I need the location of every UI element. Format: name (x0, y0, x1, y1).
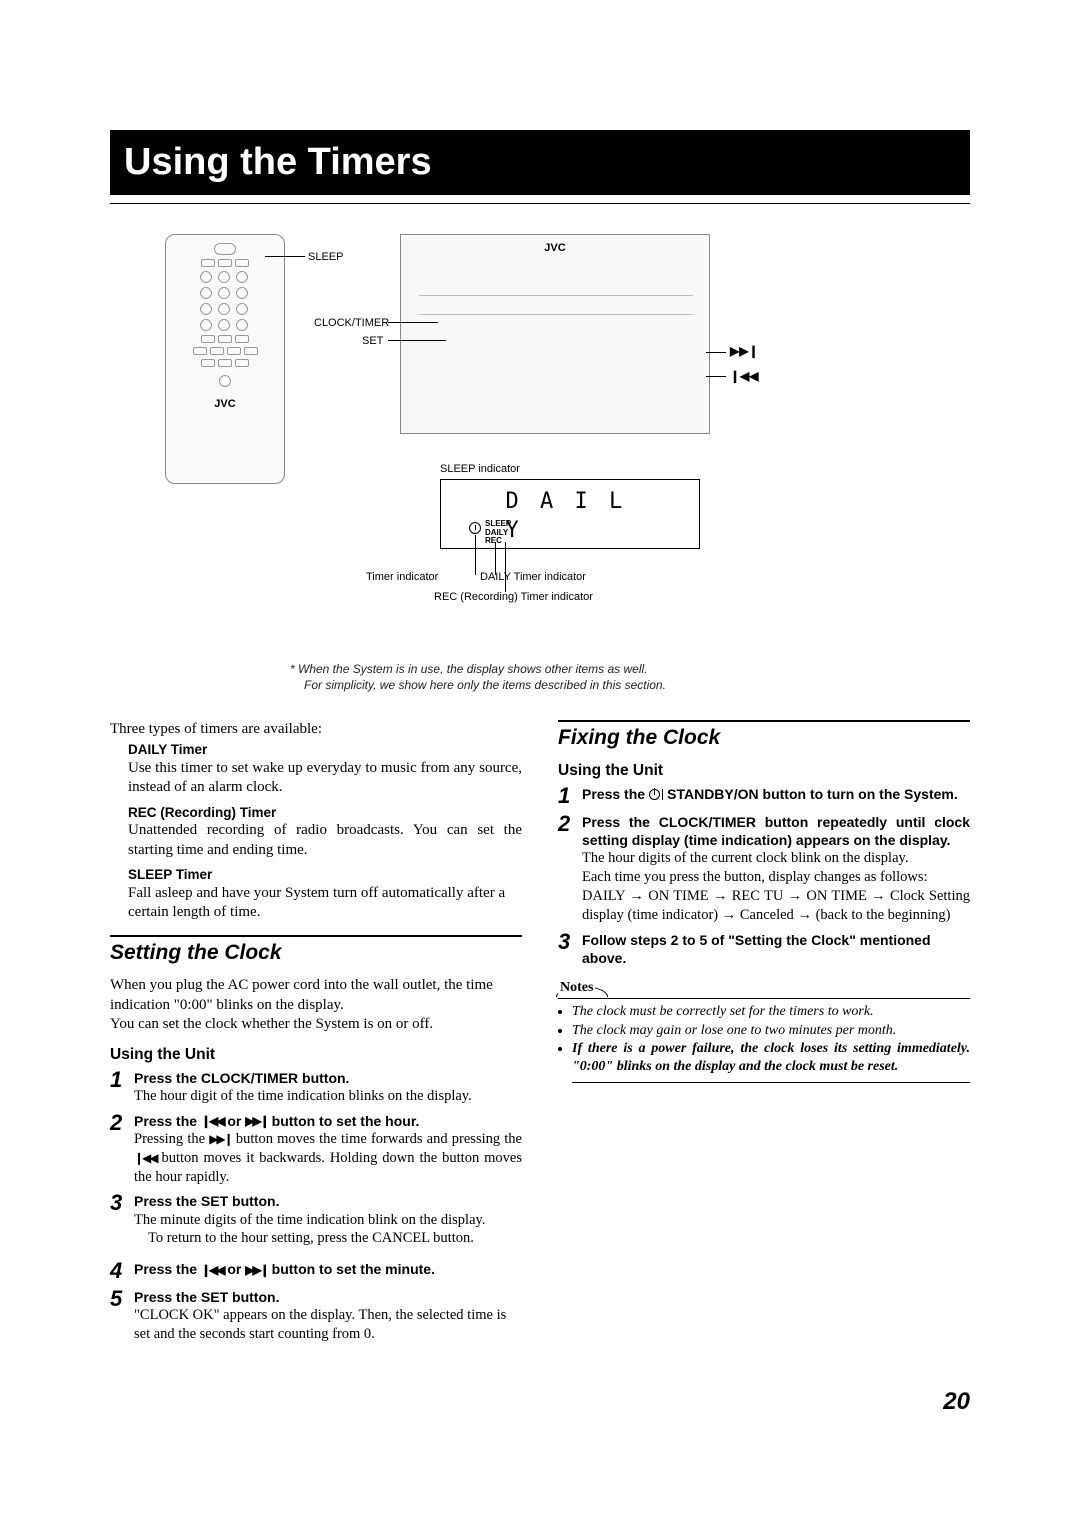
step-item: 2 Press the ❙◀◀ or ▶▶❙ button to set the… (110, 1112, 522, 1187)
step-item: 3 Press the SET button. The minute digit… (110, 1192, 522, 1254)
label-daily-ind: DAILY Timer indicator (480, 570, 586, 584)
fixing-steps: 1 Press the STANDBY/ON button to turn on… (558, 785, 970, 967)
label-rec-ind: REC (Recording) Timer indicator (434, 590, 593, 604)
notes-heading: Notes (558, 979, 970, 999)
setting-steps: 1 Press the CLOCK/TIMER button. The hour… (110, 1069, 522, 1345)
label-sleep: SLEEP (308, 250, 343, 264)
label-timer-ind: Timer indicator (366, 570, 438, 584)
note-item: The clock must be correctly set for the … (572, 1003, 970, 1021)
ffwd-icon: ▶▶❙ (245, 1114, 268, 1130)
left-column: Three types of timers are available: DAI… (110, 720, 522, 1351)
right-column: Fixing the Clock Using the Unit 1 Press … (558, 720, 970, 1351)
diagram-caption: * When the System is in use, the display… (290, 662, 970, 693)
step-title: Follow steps 2 to 5 of "Setting the Cloc… (582, 931, 970, 967)
label-clocktimer: CLOCK/TIMER (314, 316, 389, 330)
timers-intro: Three types of timers are available: (110, 720, 522, 740)
page-number: 20 (110, 1386, 970, 1417)
step-item: 1 Press the CLOCK/TIMER button. The hour… (110, 1069, 522, 1106)
display-text: D A I L Y (506, 488, 635, 545)
step-item: 2 Press the CLOCK/TIMER button repeatedl… (558, 813, 970, 925)
step-number: 1 (558, 785, 582, 807)
note-item: If there is a power failure, the clock l… (572, 1040, 970, 1076)
diagram-area: JVC JVC SLEEP CLOCK/TIMER SET ▶▶❙ ❙◀◀ SL… (110, 234, 970, 654)
notes-list: The clock must be correctly set for the … (572, 999, 970, 1083)
step-title: Press the STANDBY/ON button to turn on t… (582, 785, 970, 803)
step-desc: The minute digits of the time indication… (134, 1211, 522, 1249)
timer-name: DAILY Timer (128, 741, 522, 759)
step-item: 5 Press the SET button. "CLOCK OK" appea… (110, 1288, 522, 1344)
step-title: Press the ❙◀◀ or ▶▶❙ button to set the m… (134, 1260, 522, 1278)
step-number: 4 (110, 1260, 134, 1282)
step-number: 1 (110, 1069, 134, 1106)
step-title: Press the SET button. (134, 1192, 522, 1210)
timer-name: SLEEP Timer (128, 866, 522, 884)
step-title: Press the CLOCK/TIMER button repeatedly … (582, 813, 970, 849)
rwd-icon: ❙◀◀ (134, 1151, 157, 1167)
timer-desc: Fall asleep and have your System turn of… (128, 884, 522, 923)
fixing-heading: Fixing the Clock (558, 720, 970, 751)
step-item: 3 Follow steps 2 to 5 of "Setting the Cl… (558, 931, 970, 967)
ffwd-icon: ▶▶❙ (730, 344, 759, 360)
power-icon (649, 789, 660, 800)
jvc-logo: JVC (214, 397, 235, 411)
note-item: The clock may gain or lose one to two mi… (572, 1022, 970, 1040)
step-number: 3 (110, 1192, 134, 1254)
ffwd-icon: ▶▶❙ (245, 1263, 268, 1279)
step-title: Press the ❙◀◀ or ▶▶❙ button to set the h… (134, 1112, 522, 1130)
step-title: Press the SET button. (134, 1288, 522, 1306)
content-columns: Three types of timers are available: DAI… (110, 720, 970, 1351)
step-desc: The hour digit of the time indication bl… (134, 1087, 522, 1106)
timer-desc: Use this timer to set wake up everyday t… (128, 759, 522, 798)
step-number: 5 (110, 1288, 134, 1344)
step-item: 4 Press the ❙◀◀ or ▶▶❙ button to set the… (110, 1260, 522, 1282)
label-sleep-ind: SLEEP indicator (440, 462, 520, 476)
caption-line: * When the System is in use, the display… (290, 662, 970, 678)
caption-line: For simplicity, we show here only the it… (304, 678, 970, 694)
ffwd-icon: ▶▶❙ (209, 1132, 232, 1148)
page-title-bar: Using the Timers (110, 130, 970, 195)
title-underline (110, 203, 970, 204)
step-title: Press the CLOCK/TIMER button. (134, 1069, 522, 1087)
step-number: 2 (110, 1112, 134, 1187)
display-box: D A I L Y SLEEP DAILY REC (440, 479, 700, 549)
timer-desc: Unattended recording of radio broadcasts… (128, 821, 522, 860)
step-number: 2 (558, 813, 582, 925)
step-desc: "CLOCK OK" appears on the display. Then,… (134, 1306, 522, 1344)
timer-name: REC (Recording) Timer (128, 804, 522, 822)
setting-sub: Using the Unit (110, 1045, 522, 1065)
rwd-icon: ❙◀◀ (201, 1263, 224, 1279)
rwd-icon: ❙◀◀ (730, 369, 759, 385)
step-desc: The hour digits of the current clock bli… (582, 849, 970, 924)
label-set: SET (362, 334, 383, 348)
display-badge: SLEEP DAILY REC (485, 520, 511, 545)
timers-list: DAILY Timer Use this timer to set wake u… (128, 741, 522, 923)
step-item: 1 Press the STANDBY/ON button to turn on… (558, 785, 970, 807)
fixing-sub: Using the Unit (558, 761, 970, 781)
jvc-logo: JVC (544, 241, 565, 255)
setting-heading: Setting the Clock (110, 935, 522, 966)
setting-intro: When you plug the AC power cord into the… (110, 976, 522, 1035)
step-number: 3 (558, 931, 582, 967)
unit-illustration: JVC (400, 234, 710, 434)
remote-illustration: JVC (165, 234, 285, 484)
rwd-icon: ❙◀◀ (201, 1114, 224, 1130)
page-title: Using the Timers (124, 138, 956, 187)
step-bullet: To return to the hour setting, press the… (148, 1229, 522, 1248)
step-desc: Pressing the ▶▶❙ button moves the time f… (134, 1130, 522, 1187)
